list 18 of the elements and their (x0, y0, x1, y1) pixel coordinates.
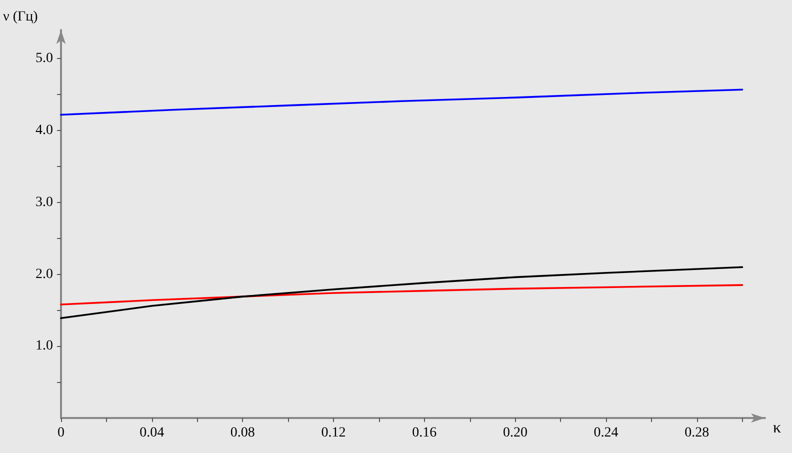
y-tick-label: 3.0 (36, 194, 53, 210)
y-axis-title: ν (Гц) (3, 10, 38, 24)
line-series (60, 266, 744, 320)
x-tick-label: 0.28 (684, 426, 710, 440)
line-series (60, 88, 744, 116)
x-tick-label: 0.24 (594, 426, 618, 440)
x-tick-label: 0.12 (321, 426, 346, 440)
y-tick-label: 1.0 (36, 338, 53, 354)
y-tick-label: 5.0 (36, 51, 53, 66)
x-tick-label: 0.08 (230, 426, 255, 440)
y-tick-label: 2.0 (36, 266, 53, 282)
x-tick-label: 0 (58, 426, 64, 440)
line-series (60, 284, 744, 306)
x-tick-label: 0.20 (502, 426, 528, 440)
x-axis-title: κ (773, 420, 782, 436)
y-tick-label: 4.0 (36, 123, 53, 138)
x-tick-label: 0.04 (140, 426, 164, 440)
x-tick-label: 0.16 (412, 426, 437, 440)
